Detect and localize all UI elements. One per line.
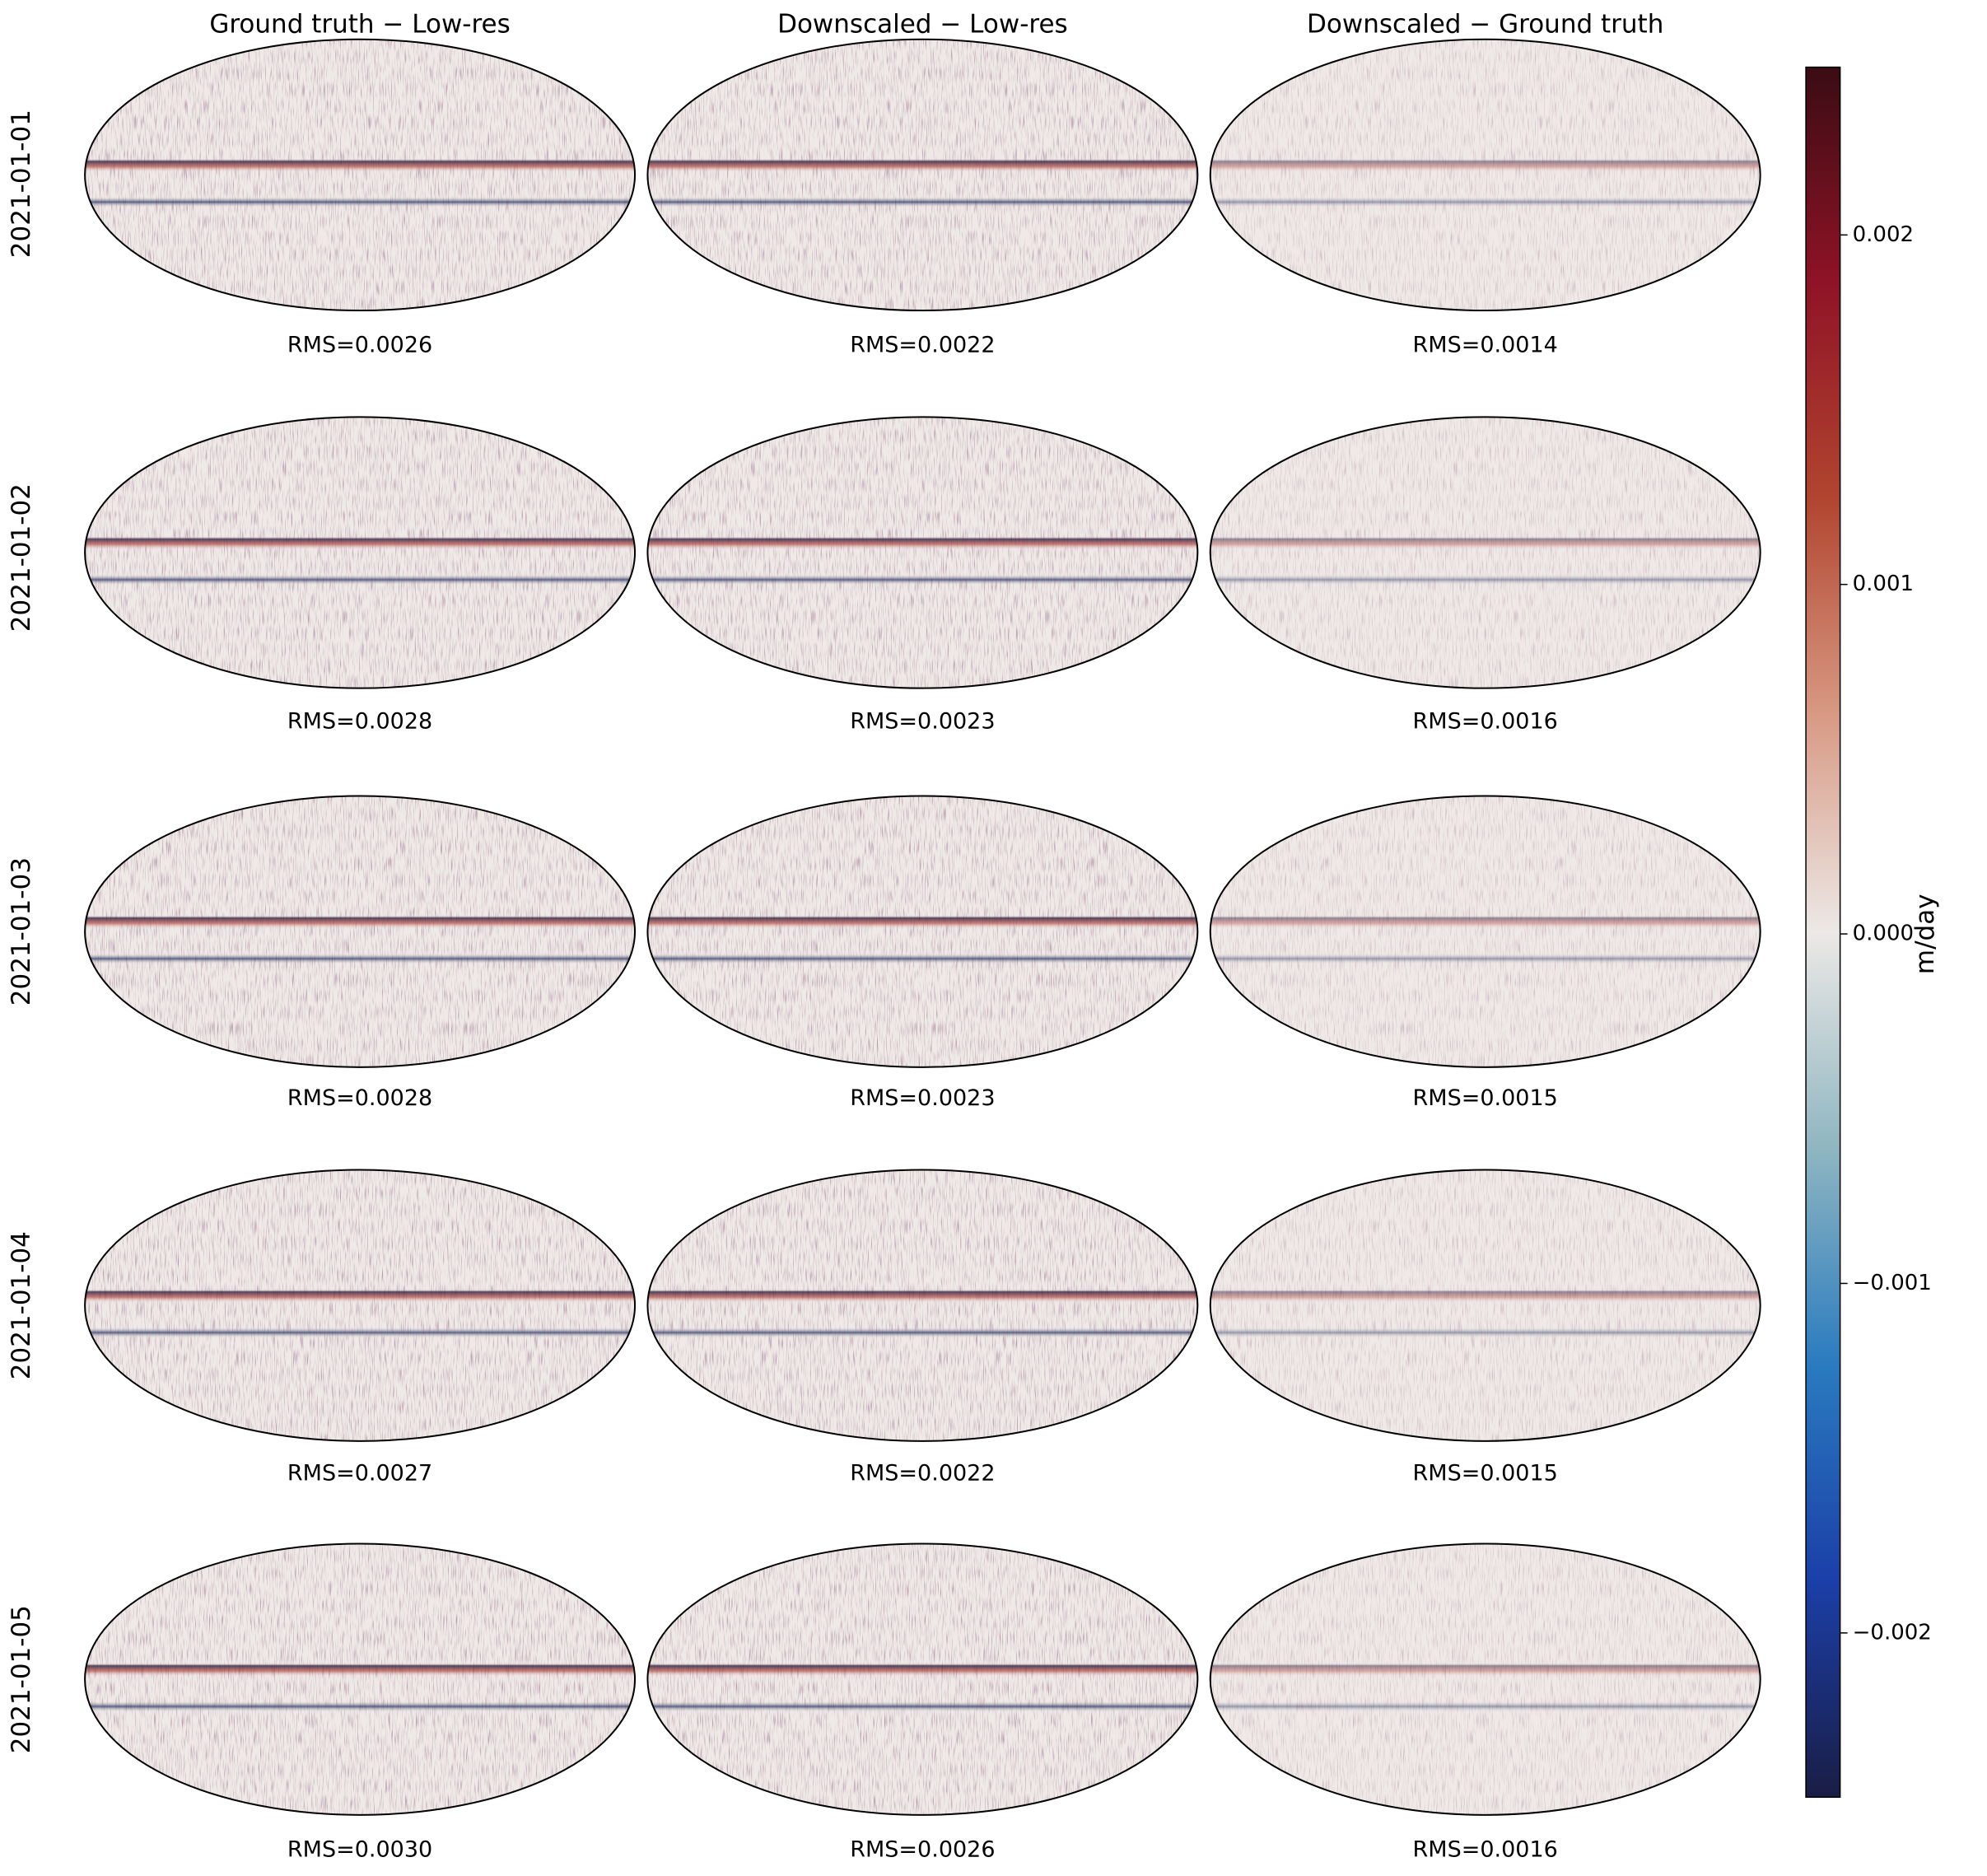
rms-label: RMS=0.0023 bbox=[850, 1085, 995, 1111]
map-outline bbox=[84, 416, 637, 689]
map-outline bbox=[1209, 1169, 1761, 1442]
map-panel bbox=[1209, 1542, 1761, 1816]
map-outline bbox=[84, 38, 637, 312]
map-outline bbox=[1209, 38, 1761, 312]
map-outline bbox=[84, 795, 637, 1068]
map-outline bbox=[84, 1169, 637, 1442]
rms-label: RMS=0.0014 bbox=[1413, 333, 1558, 358]
rms-label: RMS=0.0028 bbox=[287, 709, 432, 735]
map-panel bbox=[1209, 38, 1761, 312]
map-outline bbox=[646, 1542, 1199, 1816]
map-band bbox=[647, 796, 1198, 1067]
map-panel bbox=[84, 795, 637, 1068]
row-label: 2021-01-03 bbox=[7, 857, 36, 1006]
column-title: Downscaled − Low-res bbox=[777, 9, 1068, 39]
rms-label: RMS=0.0022 bbox=[850, 333, 995, 358]
map-band bbox=[1210, 1169, 1761, 1441]
rms-label: RMS=0.0027 bbox=[287, 1460, 432, 1486]
row-label: 2021-01-01 bbox=[7, 110, 36, 258]
rms-label: RMS=0.0016 bbox=[1413, 1836, 1558, 1862]
column-title: Downscaled − Ground truth bbox=[1307, 9, 1663, 39]
map-panel bbox=[1209, 1169, 1761, 1442]
map-panel bbox=[84, 1169, 637, 1442]
colorbar-label: m/day bbox=[1910, 894, 1940, 974]
map-band bbox=[1210, 1543, 1761, 1815]
map-outline bbox=[1209, 1542, 1761, 1816]
map-panel bbox=[84, 416, 637, 689]
colorbar-tick-label: 0.001 bbox=[1853, 572, 1914, 596]
colorbar-tick-label: −0.002 bbox=[1853, 1620, 1932, 1645]
map-panel bbox=[646, 38, 1199, 312]
rms-label: RMS=0.0015 bbox=[1413, 1460, 1558, 1486]
rms-label: RMS=0.0028 bbox=[287, 1085, 432, 1111]
colorbar bbox=[1805, 66, 1841, 1799]
map-panel bbox=[1209, 416, 1761, 689]
colorbar-tick-label: −0.001 bbox=[1853, 1271, 1932, 1295]
colorbar-tick-label: 0.002 bbox=[1853, 222, 1914, 247]
map-band bbox=[85, 1543, 636, 1815]
row-label: 2021-01-05 bbox=[7, 1605, 36, 1753]
map-outline bbox=[646, 1169, 1199, 1442]
map-band bbox=[1210, 796, 1761, 1067]
row-label: 2021-01-04 bbox=[7, 1231, 36, 1379]
map-panel bbox=[646, 1169, 1199, 1442]
map-panel bbox=[1209, 795, 1761, 1068]
row-label: 2021-01-02 bbox=[7, 483, 36, 632]
map-panel bbox=[646, 1542, 1199, 1816]
map-band bbox=[647, 417, 1198, 688]
rms-label: RMS=0.0023 bbox=[850, 709, 995, 735]
map-band bbox=[85, 39, 636, 311]
map-outline bbox=[84, 1542, 637, 1816]
map-outline bbox=[646, 416, 1199, 689]
map-outline bbox=[646, 795, 1199, 1068]
map-outline bbox=[646, 38, 1199, 312]
map-band bbox=[85, 796, 636, 1067]
map-panel bbox=[646, 795, 1199, 1068]
map-panel bbox=[646, 416, 1199, 689]
map-band bbox=[85, 417, 636, 688]
map-outline bbox=[1209, 416, 1761, 689]
map-band bbox=[647, 39, 1198, 311]
rms-label: RMS=0.0016 bbox=[1413, 709, 1558, 735]
map-outline bbox=[1209, 795, 1761, 1068]
rms-label: RMS=0.0015 bbox=[1413, 1085, 1558, 1111]
map-panel bbox=[84, 1542, 637, 1816]
map-panel bbox=[84, 38, 637, 312]
rms-label: RMS=0.0022 bbox=[850, 1460, 995, 1486]
rms-label: RMS=0.0026 bbox=[287, 333, 432, 358]
map-band bbox=[1210, 39, 1761, 311]
map-band bbox=[85, 1169, 636, 1441]
map-band bbox=[647, 1169, 1198, 1441]
rms-label: RMS=0.0030 bbox=[287, 1836, 432, 1862]
colorbar-tick-label: 0.000 bbox=[1853, 922, 1914, 946]
map-band bbox=[647, 1543, 1198, 1815]
map-band bbox=[1210, 417, 1761, 688]
column-title: Ground truth − Low-res bbox=[209, 9, 510, 39]
rms-label: RMS=0.0026 bbox=[850, 1836, 995, 1862]
